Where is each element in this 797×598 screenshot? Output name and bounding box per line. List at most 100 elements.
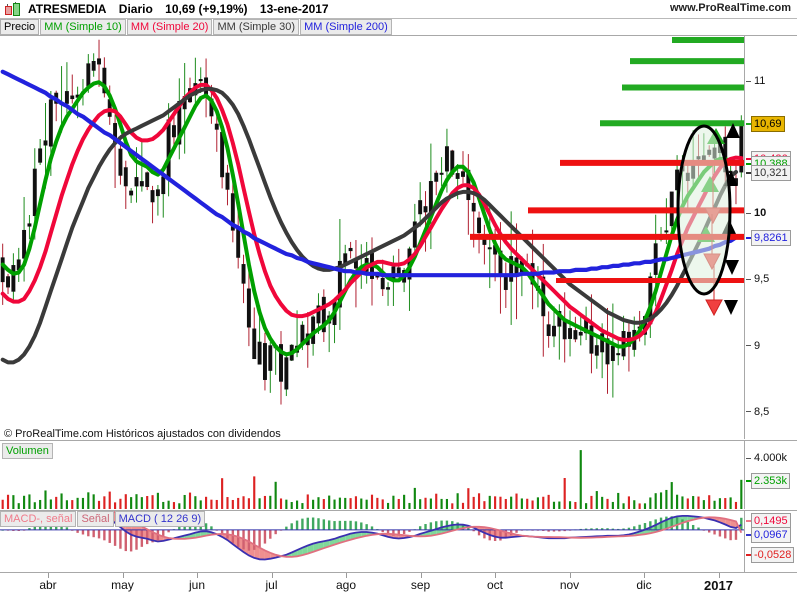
- volume-bar: [414, 488, 416, 509]
- volume-bar: [606, 499, 608, 509]
- callout-leader: [746, 554, 751, 556]
- macd-histogram-bar: [403, 530, 405, 534]
- symbol-label: ATRESMEDIA: [28, 2, 106, 16]
- volume-bar: [350, 498, 352, 509]
- volume-bar: [296, 501, 298, 509]
- volume-bar: [601, 497, 603, 509]
- volume-bar: [671, 482, 673, 509]
- candle-body: [504, 276, 507, 290]
- axis-tick-label: 9: [746, 340, 760, 352]
- volume-bar: [462, 503, 464, 509]
- macd-histogram-bar: [740, 518, 742, 530]
- candle-body: [49, 100, 52, 147]
- candle-body: [92, 61, 95, 70]
- candle-body: [253, 329, 256, 359]
- candle-body: [97, 59, 100, 64]
- volume-panel-tag[interactable]: Volumen: [2, 443, 53, 459]
- volume-bar: [151, 495, 153, 509]
- volume-bar: [135, 494, 137, 509]
- candle-body: [472, 203, 475, 211]
- volume-bar: [499, 497, 501, 509]
- volume-bar: [7, 495, 9, 509]
- legend-ma200[interactable]: MM (Simple 200): [300, 19, 392, 35]
- price-axis-line: [744, 36, 745, 439]
- macd-histogram-bar: [660, 518, 662, 530]
- callout-leader: [746, 123, 751, 125]
- legend-ma30[interactable]: MM (Simple 30): [213, 19, 299, 35]
- macd-panel[interactable]: MACD-, señal Señal MACD ( 12 26 9) -0,5 …: [0, 510, 797, 573]
- volume-bar: [376, 498, 378, 509]
- macd-histogram-bar: [82, 530, 84, 535]
- timeframe-label: Diario: [119, 2, 153, 16]
- volume-bar: [98, 501, 100, 509]
- volume-bar: [681, 496, 683, 509]
- macd-tag-macd[interactable]: MACD ( 12 26 9): [115, 511, 206, 527]
- candle-body: [119, 149, 122, 175]
- volume-bar: [408, 503, 410, 509]
- volume-bar: [703, 500, 705, 509]
- axis-value-callout: 2.353k: [751, 473, 790, 489]
- candle-body: [151, 190, 154, 202]
- axis-tick-label: 11: [746, 75, 765, 87]
- watermark-label: © ProRealTime.com Históricos ajustados c…: [4, 428, 281, 440]
- volume-bar: [366, 500, 368, 509]
- volume-panel[interactable]: Volumen 4.000k 2.353k: [0, 440, 797, 509]
- x-axis-tick-label: abr: [39, 578, 56, 592]
- candle-body: [595, 346, 598, 356]
- volume-bar: [323, 499, 325, 509]
- volume-bar: [467, 488, 469, 509]
- candle-body: [419, 200, 422, 213]
- macd-tag-hist[interactable]: MACD-, señal: [0, 511, 76, 527]
- macd-histogram-bar: [687, 522, 689, 530]
- x-axis-tick-label: sep: [411, 578, 430, 592]
- legend-precio[interactable]: Precio: [0, 19, 39, 35]
- macd-histogram-bar: [109, 530, 111, 543]
- x-axis-tick-label: nov: [560, 578, 579, 592]
- volume-bar: [398, 499, 400, 509]
- macd-histogram-bar: [232, 530, 234, 543]
- volume-bar: [457, 493, 459, 509]
- candle-body: [617, 353, 620, 354]
- candle-body: [381, 278, 384, 289]
- volume-bar: [612, 502, 614, 509]
- volume-bar: [2, 500, 4, 509]
- macd-histogram-bar: [360, 522, 362, 529]
- macd-tag-signal[interactable]: Señal: [77, 511, 113, 527]
- volume-bar: [109, 492, 111, 509]
- candle-body: [87, 64, 90, 86]
- volume-bar: [301, 503, 303, 509]
- axis-tick-label: 10: [746, 207, 766, 219]
- legend-ma20[interactable]: MM (Simple 20): [127, 19, 213, 35]
- candle-body: [242, 264, 245, 283]
- macd-histogram-bar: [119, 530, 121, 549]
- candle-body: [622, 331, 625, 356]
- volume-bar: [542, 497, 544, 509]
- macd-histogram-bar: [92, 530, 94, 537]
- volume-bar: [146, 496, 148, 509]
- volume-bar: [333, 500, 335, 509]
- price-plot[interactable]: [0, 36, 744, 439]
- candle-body: [71, 96, 74, 99]
- candle-body: [547, 325, 550, 336]
- volume-bar: [173, 502, 175, 509]
- volume-bar: [103, 496, 105, 509]
- volume-bar: [55, 497, 57, 509]
- legend-ma10[interactable]: MM (Simple 10): [40, 19, 126, 35]
- volume-bar: [178, 503, 180, 509]
- volume-plot[interactable]: [0, 441, 744, 509]
- candle-body: [488, 248, 491, 249]
- axis-tick-label: 4.000k: [746, 452, 787, 464]
- candle-body: [146, 173, 149, 187]
- macd-histogram-bar: [317, 518, 319, 530]
- candle-body: [22, 230, 25, 258]
- volume-bar: [558, 502, 560, 509]
- candle-body: [477, 218, 480, 233]
- candle-body: [124, 168, 127, 186]
- volume-bar: [130, 497, 132, 509]
- volume-bar: [655, 493, 657, 509]
- volume-bar: [564, 478, 566, 509]
- volume-bar: [403, 495, 405, 509]
- macd-histogram-bar: [735, 530, 737, 540]
- volume-bar: [168, 501, 170, 509]
